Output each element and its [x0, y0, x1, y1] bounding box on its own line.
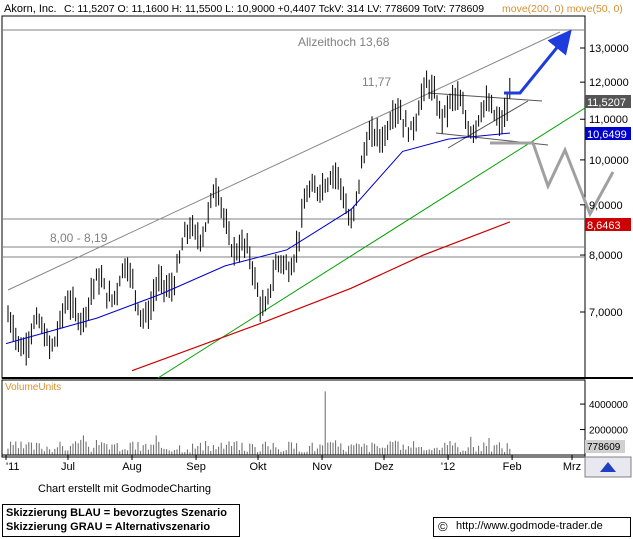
scenario-blue-arrow	[504, 29, 572, 95]
badge-price: 11,5207	[587, 97, 626, 109]
volume-axis: 4000000 2000000	[580, 400, 628, 437]
price-bars	[7, 70, 511, 366]
legend-blue: Skizzierung BLAU = bevorzugtes Szenario	[6, 507, 227, 519]
legend-gray: Skizzierung GRAU = Alternativszenario	[6, 521, 211, 533]
volume-panel-frame	[1, 379, 586, 458]
peak-label: 11,77	[362, 75, 391, 89]
y-tick-label: 7,0000	[589, 307, 623, 319]
badge-price-box	[585, 95, 631, 108]
y-tick-label: 10,0000	[589, 155, 629, 167]
badge-ma200: 8,6463	[587, 220, 621, 232]
badge-volume-box	[585, 440, 625, 453]
volume-tick-label: 2000000	[589, 426, 628, 437]
ma200-line	[131, 221, 511, 372]
header-ma-label: move(200, 0) move(50, 0)	[502, 3, 623, 15]
y-tick-label: 13,0000	[589, 43, 629, 55]
ma50-line	[5, 132, 511, 345]
x-tick-label: Aug	[122, 461, 142, 473]
copyright-icon: ©	[438, 519, 448, 534]
volume-bars	[7, 391, 511, 455]
x-tick-label: Feb	[503, 461, 522, 473]
y-axis: 13,0000 12,0000 11,0000 10,0000 9,0000 8,0000…	[580, 43, 629, 319]
triangle-lower-line	[447, 100, 529, 149]
x-tick-label: Nov	[312, 461, 332, 473]
nav-arrow-icon[interactable]	[600, 462, 616, 472]
x-tick-label: Mrz	[563, 461, 581, 473]
y-tick-label: 12,0000	[589, 77, 629, 89]
badge-volume: 778609	[587, 442, 621, 453]
badge-ma50: 10,6499	[587, 129, 627, 141]
source-link-box[interactable]: © http://www.godmode-trader.de	[433, 517, 631, 537]
green-trend-line	[157, 107, 586, 379]
upper-trend-channel	[7, 31, 561, 291]
header-symbol: Akorn, Inc.	[4, 3, 57, 15]
ath-label: Allzeithoch 13,68	[298, 35, 390, 49]
y-tick-label: 8,0000	[589, 250, 623, 262]
x-tick-label: Okt	[249, 461, 266, 473]
volume-tick-label: 4000000	[589, 400, 628, 411]
support-label: 8,00 - 8,19	[50, 231, 108, 245]
x-tick-label: Sep	[186, 461, 206, 473]
x-tick-label: Jul	[61, 461, 75, 473]
source-url[interactable]: http://www.godmode-trader.de	[456, 520, 603, 532]
volume-title: VolumeUnits	[5, 382, 61, 393]
x-axis: '11 Jul Aug Sep Okt Nov Dez '12 Feb Mrz	[5, 455, 581, 473]
y-tick-label: 9,0000	[589, 200, 623, 212]
badge-ma200-box	[585, 218, 631, 231]
scenario-legend: Skizzierung BLAU = bevorzugtes Szenario …	[2, 504, 240, 537]
scenario-gray-path	[490, 141, 615, 218]
x-tick-label: '12	[441, 461, 455, 473]
chart-credit: Chart erstellt mit GodmodeCharting	[38, 483, 212, 495]
header-quote: C: 11,5207 O: 11,1600 H: 11,5500 L: 10,9…	[64, 3, 484, 15]
price-panel-frame	[1, 15, 586, 379]
badge-ma50-box	[585, 127, 631, 140]
triangle-upper-line	[427, 92, 543, 102]
x-tick-label: Dez	[374, 461, 394, 473]
x-tick-label: '11	[6, 461, 20, 473]
y-tick-label: 11,0000	[589, 114, 628, 126]
